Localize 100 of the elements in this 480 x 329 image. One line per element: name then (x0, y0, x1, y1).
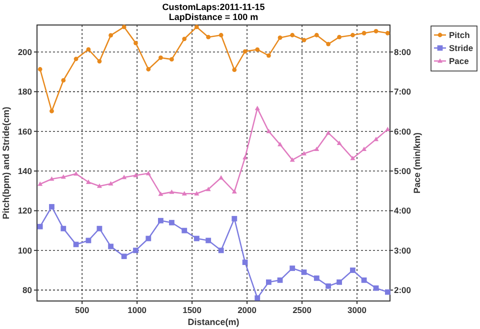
point (60, 226, 66, 232)
point (254, 106, 260, 110)
point (133, 248, 138, 254)
point (49, 176, 54, 181)
point (74, 56, 78, 62)
point (266, 128, 272, 134)
point (314, 275, 320, 281)
point (314, 32, 319, 38)
point (206, 186, 211, 192)
point (206, 238, 212, 244)
point (302, 38, 306, 42)
y-tick-label: 120 (18, 206, 32, 216)
point (232, 216, 238, 222)
point (37, 224, 43, 230)
point (326, 283, 332, 289)
point (314, 146, 320, 152)
point (242, 260, 248, 266)
y-axis-title: Pitch(bpm) and Stride(cm) (1, 106, 11, 220)
point (384, 289, 390, 295)
point (218, 248, 224, 254)
y2-tick-label: 2:00 (394, 285, 412, 296)
point (108, 33, 113, 38)
point (362, 30, 366, 36)
point (242, 49, 248, 54)
point (278, 36, 282, 40)
y-tick-label: 140 (18, 166, 32, 176)
point (336, 140, 342, 146)
point (373, 285, 379, 291)
x-tick-label: 2000 (238, 305, 257, 315)
point (361, 277, 367, 283)
x-tick-label: 2500 (292, 305, 312, 315)
point (350, 268, 356, 273)
point (38, 67, 42, 72)
y2-axis-title: Pace (min/km) (412, 132, 422, 194)
point (302, 150, 307, 156)
point (169, 189, 174, 194)
point (158, 56, 163, 60)
y-tick-label: 100 (18, 245, 32, 256)
y-tick-label: 80 (22, 285, 32, 296)
point (254, 295, 260, 301)
y2-tick-label: 8:00 (394, 46, 412, 57)
point (337, 34, 342, 40)
x-tick-label: 500 (74, 305, 90, 315)
y-tick-label: 180 (18, 86, 32, 97)
point (108, 244, 114, 250)
point (121, 254, 127, 260)
chart-subtitle: LapDistance = 100 m (168, 12, 258, 22)
point (206, 34, 211, 40)
point (336, 279, 342, 285)
point (266, 53, 271, 58)
point (108, 181, 114, 186)
point (350, 156, 356, 160)
point (266, 279, 272, 285)
point (277, 277, 283, 283)
point (96, 184, 102, 188)
point (182, 191, 187, 196)
point (96, 226, 102, 232)
point (255, 47, 260, 52)
point (170, 57, 174, 62)
point (301, 270, 307, 275)
point (133, 172, 138, 178)
x-axis-title: Distance(m) (188, 317, 240, 327)
point (38, 182, 43, 186)
point (60, 174, 66, 179)
point (385, 30, 390, 36)
x-tick-label: 1500 (182, 305, 202, 315)
point (158, 191, 164, 196)
point (232, 189, 237, 194)
point (385, 126, 390, 132)
point (169, 220, 174, 226)
point (362, 146, 367, 152)
chart-title: CustomLaps:2011-11-15 (162, 2, 265, 12)
legend-label: Pace (449, 56, 470, 66)
y-tick-label: 160 (18, 126, 32, 136)
y2-tick-label: 5:00 (394, 166, 412, 176)
point (134, 40, 138, 46)
point (194, 24, 199, 30)
point (290, 32, 295, 38)
point (182, 36, 187, 42)
point (350, 32, 355, 38)
point (122, 24, 126, 30)
x-tick-label: 1000 (128, 305, 147, 315)
point (374, 136, 379, 142)
point (122, 174, 127, 180)
point (146, 67, 151, 72)
point (194, 236, 200, 242)
point (290, 157, 295, 162)
point (218, 32, 224, 38)
y2-tick-label: 6:00 (394, 126, 412, 136)
x-tick-label: 3000 (348, 305, 367, 315)
y2-tick-label: 3:00 (394, 245, 412, 256)
point (49, 204, 54, 210)
point (146, 170, 151, 176)
point (374, 28, 378, 34)
point (242, 154, 248, 160)
point (182, 228, 188, 234)
legend-label: Pitch (449, 30, 470, 40)
y2-tick-label: 4:00 (394, 206, 412, 216)
point (146, 236, 152, 242)
y2-tick-label: 7:00 (394, 86, 412, 97)
